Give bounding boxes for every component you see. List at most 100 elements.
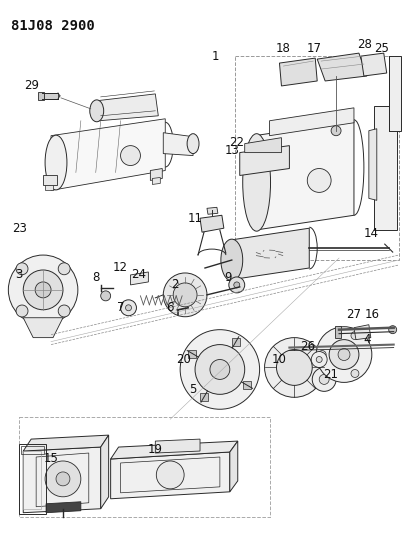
Circle shape	[173, 283, 197, 307]
Circle shape	[312, 367, 336, 391]
Circle shape	[121, 146, 141, 166]
Polygon shape	[232, 338, 240, 346]
Text: 4: 4	[363, 333, 371, 346]
Polygon shape	[389, 56, 401, 131]
Ellipse shape	[221, 239, 243, 281]
Circle shape	[319, 375, 329, 384]
Polygon shape	[111, 441, 238, 459]
Circle shape	[316, 357, 322, 362]
Polygon shape	[156, 439, 200, 453]
Ellipse shape	[45, 135, 67, 190]
Text: 17: 17	[307, 42, 322, 55]
Polygon shape	[23, 318, 63, 337]
Text: 28: 28	[358, 38, 372, 51]
Text: 13: 13	[224, 144, 239, 157]
Polygon shape	[23, 435, 109, 451]
Circle shape	[229, 277, 245, 293]
Text: 8: 8	[92, 271, 99, 285]
Text: 2: 2	[171, 278, 179, 292]
Polygon shape	[245, 138, 281, 152]
Text: 16: 16	[364, 308, 379, 321]
Circle shape	[126, 305, 132, 311]
Circle shape	[318, 351, 326, 359]
Text: 26: 26	[300, 340, 315, 353]
Text: 1: 1	[212, 50, 220, 62]
Circle shape	[331, 126, 341, 136]
Circle shape	[56, 472, 70, 486]
Polygon shape	[96, 94, 158, 121]
Circle shape	[180, 330, 260, 409]
Polygon shape	[111, 452, 230, 499]
Text: 6: 6	[166, 301, 174, 314]
Circle shape	[45, 461, 81, 497]
Text: 81J08 2900: 81J08 2900	[11, 19, 95, 33]
Polygon shape	[240, 146, 290, 175]
Circle shape	[311, 352, 327, 367]
Text: 29: 29	[23, 79, 39, 92]
Text: 18: 18	[276, 42, 291, 55]
Text: 20: 20	[176, 353, 191, 366]
Polygon shape	[45, 185, 53, 190]
Polygon shape	[243, 382, 252, 389]
Text: 21: 21	[324, 368, 339, 381]
Polygon shape	[38, 92, 44, 100]
Circle shape	[389, 326, 396, 334]
Circle shape	[16, 305, 28, 317]
Circle shape	[234, 282, 240, 288]
Polygon shape	[361, 53, 387, 76]
Circle shape	[351, 369, 359, 377]
Circle shape	[351, 332, 359, 340]
Polygon shape	[200, 215, 224, 232]
Polygon shape	[335, 326, 341, 337]
Polygon shape	[101, 435, 109, 508]
Text: 25: 25	[374, 42, 389, 55]
Circle shape	[338, 349, 350, 360]
Polygon shape	[23, 447, 101, 513]
Polygon shape	[188, 350, 196, 358]
Polygon shape	[51, 119, 165, 190]
Circle shape	[121, 300, 136, 316]
Circle shape	[101, 291, 111, 301]
Polygon shape	[374, 106, 396, 230]
Polygon shape	[230, 441, 238, 492]
Circle shape	[210, 360, 230, 379]
Text: 10: 10	[272, 353, 287, 366]
Ellipse shape	[90, 100, 104, 122]
Polygon shape	[200, 393, 208, 401]
Circle shape	[195, 345, 245, 394]
Text: 24: 24	[131, 269, 146, 281]
Circle shape	[277, 350, 312, 385]
Circle shape	[329, 340, 359, 369]
Text: 14: 14	[363, 227, 378, 240]
Polygon shape	[130, 272, 148, 285]
Circle shape	[16, 263, 28, 274]
Polygon shape	[207, 207, 218, 214]
Polygon shape	[152, 177, 160, 184]
Text: 9: 9	[224, 271, 232, 285]
Ellipse shape	[243, 134, 271, 231]
Circle shape	[307, 168, 331, 192]
Circle shape	[23, 270, 63, 310]
Circle shape	[316, 327, 372, 382]
Text: 11: 11	[188, 212, 202, 225]
Circle shape	[35, 282, 51, 298]
Text: 5: 5	[190, 383, 197, 396]
Polygon shape	[270, 108, 354, 136]
Text: 19: 19	[148, 442, 163, 456]
Text: 12: 12	[113, 262, 128, 274]
Text: 15: 15	[44, 453, 58, 465]
Polygon shape	[44, 93, 58, 99]
Polygon shape	[46, 502, 81, 513]
Text: 3: 3	[15, 269, 23, 281]
Polygon shape	[369, 129, 377, 200]
Polygon shape	[354, 325, 371, 340]
Polygon shape	[230, 228, 309, 280]
Text: 27: 27	[346, 308, 361, 321]
Polygon shape	[150, 168, 162, 181]
Polygon shape	[317, 53, 367, 81]
Circle shape	[58, 305, 70, 317]
Polygon shape	[163, 133, 193, 156]
Polygon shape	[43, 175, 57, 185]
Polygon shape	[255, 121, 354, 230]
Circle shape	[163, 273, 207, 317]
